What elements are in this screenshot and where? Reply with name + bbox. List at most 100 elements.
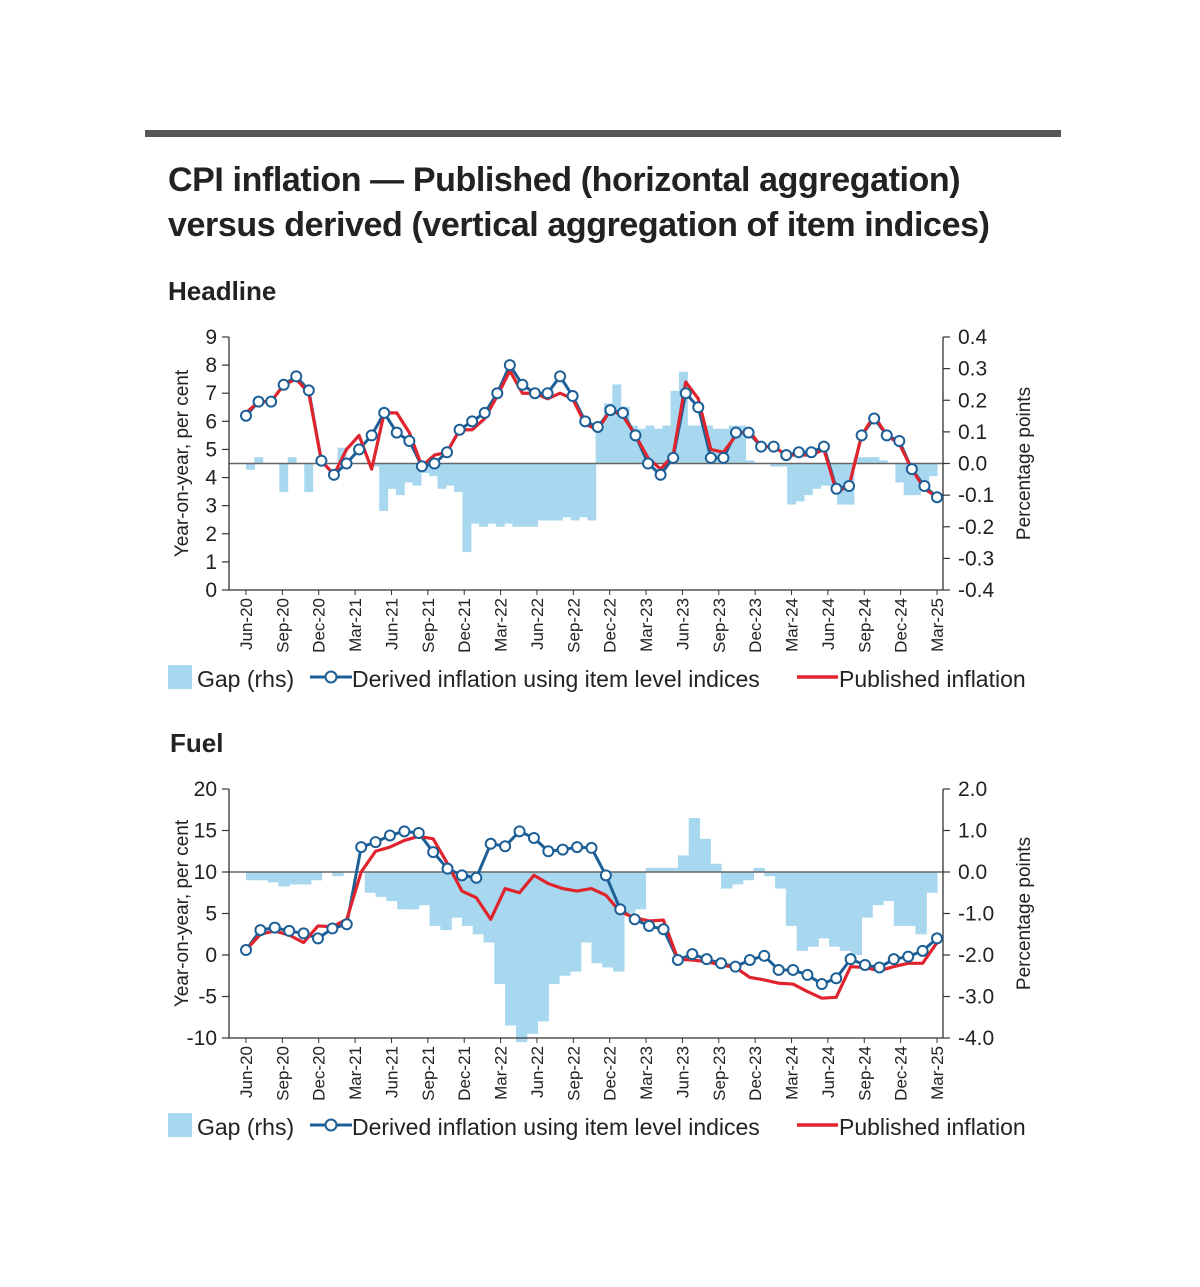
headline-x-tick-label: Mar-25 xyxy=(928,598,947,652)
headline-x-tick-label: Jun-23 xyxy=(673,598,692,650)
fuel-derived-point xyxy=(297,927,310,940)
headline-derived-point xyxy=(252,395,265,408)
headline-left-tick-label: 0 xyxy=(205,579,217,602)
headline-right-tick-label: -0.2 xyxy=(958,516,994,539)
headline-derived-point xyxy=(403,435,416,448)
headline-derived-point xyxy=(855,429,868,442)
headline-gap-bar xyxy=(812,463,822,489)
headline-derived-point xyxy=(528,387,541,400)
headline-gap-bar xyxy=(795,463,805,502)
fuel-derived-point xyxy=(887,953,900,966)
fuel-x-tick-label: Jun-23 xyxy=(673,1046,692,1098)
fuel-x-tick-label: Dec-20 xyxy=(310,1046,329,1101)
fuel-gap-bar xyxy=(731,872,744,885)
headline-derived-point xyxy=(466,415,479,428)
headline-chart: Headline 0 1 2 3 4 5 6 7 8 9 -0.4 -0.3 -0.2 -0.1 0.0 0.… xyxy=(168,276,1035,692)
headline-gap-bar xyxy=(454,463,464,492)
headline-right-tick-label: 0.0 xyxy=(958,453,987,476)
top-rule xyxy=(145,130,1061,137)
fuel-gap-bar xyxy=(872,872,884,906)
headline-legend-published-label: Published inflation xyxy=(839,666,1026,692)
fuel-gap-bar xyxy=(753,867,765,872)
fuel-gap-bar xyxy=(429,872,441,926)
fuel-gap-bar xyxy=(656,867,668,872)
headline-gap-bar xyxy=(445,463,455,486)
fuel-right-ticks: -4.0 -3.0 -2.0 -1.0 0.0 1.0 2.0 xyxy=(943,778,994,1050)
fuel-gap-bar xyxy=(580,872,593,943)
headline-derived-point xyxy=(830,482,843,495)
headline-x-tick-label: Sep-23 xyxy=(710,598,729,653)
headline-gap-bar xyxy=(554,463,563,521)
headline-gap-bar xyxy=(470,463,480,524)
fuel-derived-point xyxy=(513,825,526,838)
headline-derived-point xyxy=(415,460,428,473)
headline-left-tick-label: 8 xyxy=(205,354,217,377)
headline-gap-bar xyxy=(304,463,314,492)
fuel-legend-published-label: Published inflation xyxy=(839,1114,1026,1140)
headline-gap-bar xyxy=(562,463,572,518)
headline-gap-bar xyxy=(895,463,905,483)
fuel-x-tick-label: Mar-24 xyxy=(783,1046,802,1100)
fuel-derived-point xyxy=(311,932,324,945)
fuel-derived-point xyxy=(383,829,396,842)
fuel-gap-bar xyxy=(591,872,603,964)
headline-gap-bar xyxy=(928,463,938,477)
fuel-derived-point xyxy=(671,953,684,966)
headline-gap-bar xyxy=(653,428,663,464)
fuel-derived-point xyxy=(772,963,785,976)
headline-gap-bar xyxy=(662,425,672,464)
headline-gap-bar xyxy=(254,457,264,464)
headline-derived-point xyxy=(441,446,454,459)
headline-gap-bar xyxy=(803,463,813,496)
headline-derived-point xyxy=(805,446,818,459)
headline-gap-bar xyxy=(820,463,830,486)
headline-left-tick-label: 3 xyxy=(205,495,217,518)
headline-gap-bar xyxy=(612,384,622,464)
headline-derived-point xyxy=(453,423,466,436)
fuel-derived-point xyxy=(585,841,598,854)
headline-gap-bar xyxy=(720,428,730,464)
headline-derived-point xyxy=(629,429,642,442)
fuel-left-ticks: -10 -5 0 5 10 15 20 xyxy=(187,778,229,1050)
fuel-derived-point xyxy=(686,948,699,961)
fuel-gap-bar xyxy=(721,872,733,889)
headline-gap-bar xyxy=(687,425,697,464)
headline-derived-point xyxy=(679,387,692,400)
headline-derived-point xyxy=(353,443,366,456)
headline-gap-bar xyxy=(512,463,522,527)
headline-gap-bar xyxy=(387,463,397,489)
fuel-gap-bar xyxy=(537,872,549,1022)
fuel-right-tick-label: -2.0 xyxy=(958,944,994,967)
fuel-x-tick-label: Sep-23 xyxy=(710,1046,729,1101)
fuel-legend-derived-label: Derived inflation using item level indic… xyxy=(352,1114,760,1140)
fuel-gap-bar xyxy=(451,872,463,918)
headline-derived-point xyxy=(642,457,655,470)
fuel-derived-point xyxy=(398,825,411,838)
fuel-gap-bar xyxy=(818,872,830,939)
headline-derived-point xyxy=(817,440,830,453)
headline-right-tick-label: -0.4 xyxy=(958,579,995,602)
fuel-gap-bar xyxy=(796,872,809,951)
fuel-gap-bar xyxy=(386,872,398,902)
fuel-derived-point xyxy=(268,921,281,934)
headline-derived-point xyxy=(742,426,755,439)
headline-derived-point xyxy=(792,446,805,459)
fuel-right-tick-label: -1.0 xyxy=(958,903,994,926)
headline-gap-bar xyxy=(628,425,638,464)
fuel-right-axis-title: Percentage points xyxy=(1014,837,1035,990)
headline-x-tick-label: Mar-21 xyxy=(346,598,365,652)
headline-x-tick-label: Jun-24 xyxy=(819,598,838,650)
fuel-gap-bar xyxy=(829,872,841,947)
headline-derived-point xyxy=(503,359,516,372)
headline-gap-bar xyxy=(479,463,489,527)
fuel-gap-bar xyxy=(904,872,917,926)
fuel-gap-bar xyxy=(515,872,528,1043)
headline-derived-point xyxy=(717,451,730,464)
fuel-derived-point xyxy=(902,950,915,963)
headline-legend-derived-label: Derived inflation using item level indic… xyxy=(352,666,760,692)
headline-derived-point xyxy=(931,491,943,504)
fuel-gap-bar xyxy=(667,867,679,872)
headline-left-tick-label: 1 xyxy=(205,551,217,574)
headline-derived-point xyxy=(554,370,567,383)
headline-gap-bar xyxy=(404,463,414,483)
